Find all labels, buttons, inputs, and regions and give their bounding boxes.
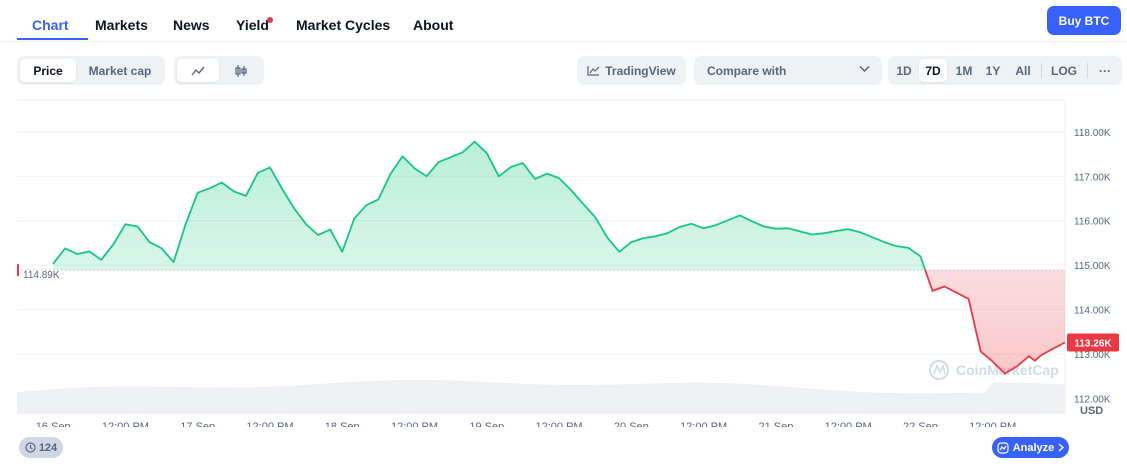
x-tick-label: 12:00 PM — [969, 421, 1016, 427]
ai-analyze-icon — [997, 441, 1009, 454]
coinmarketcap-logo-icon — [929, 360, 949, 380]
line-chart-icon — [191, 66, 205, 75]
clock-icon — [25, 442, 36, 453]
y-tick-label: 113.00K — [1074, 350, 1111, 361]
tradingview-button[interactable]: TradingView — [577, 56, 686, 85]
chevron-down-icon — [859, 65, 870, 73]
volume-area — [17, 379, 1065, 414]
baseline-label: 114.89K — [23, 270, 60, 281]
metric-toggle: Price Market cap — [17, 56, 165, 85]
analyze-button[interactable]: Analyze — [992, 437, 1069, 458]
tab-market-cycles[interactable]: Market Cycles — [296, 17, 391, 33]
history-badge[interactable]: 124 — [19, 437, 63, 458]
chevron-right-icon — [1058, 443, 1065, 452]
log-scale-button[interactable]: LOG — [1051, 63, 1077, 78]
x-tick-label: 12:00 PM — [246, 421, 293, 427]
tab-about[interactable]: About — [413, 17, 454, 33]
x-tick-label: 19 Sep — [469, 421, 504, 427]
x-tick-label: 12:00 PM — [825, 421, 872, 427]
coinmarketcap-logo-mark — [933, 363, 946, 375]
buy-btc-button[interactable]: Buy BTC — [1047, 6, 1121, 35]
value-labels: 114.89K 113.26K — [23, 270, 1119, 352]
analyze-label: Analyze — [1012, 441, 1055, 454]
compare-with-label: Compare with — [707, 64, 787, 78]
tradingview-chart-icon — [587, 66, 600, 76]
y-axis-labels: 112.00K 113.00K 114.00K 115.00K 116.00K 117.0… — [1074, 128, 1111, 417]
y-tick-label: 115.00K — [1074, 261, 1111, 272]
range-1y[interactable]: 1Y — [985, 63, 1001, 78]
compare-with-dropdown[interactable]: Compare with — [694, 56, 882, 85]
notification-dot — [267, 17, 273, 23]
price-line-up — [52, 140, 927, 271]
tab-news[interactable]: News — [173, 17, 210, 33]
y-tick-label: 117.00K — [1074, 172, 1111, 183]
price-line — [52, 140, 1066, 375]
y-tick-label: 116.00K — [1074, 217, 1111, 228]
tab-markets[interactable]: Markets — [95, 17, 148, 33]
price-chart: CoinMarketCap 112.00K113.00K114.00K115.0… — [17, 99, 1119, 427]
x-tick-label: 12:00 PM — [680, 421, 727, 427]
range-7d[interactable]: 7D — [919, 59, 947, 82]
price-tab[interactable]: Price — [20, 59, 76, 82]
history-count: 124 — [38, 441, 58, 454]
price-area-up — [53, 141, 926, 271]
market-cap-tab[interactable]: Market cap — [88, 63, 152, 78]
tab-chart[interactable]: Chart — [32, 17, 69, 33]
x-tick-label: 12:00 PM — [536, 421, 583, 427]
range-divider — [1041, 63, 1042, 78]
x-axis-labels: 16 Sep 12:00 PM 17 Sep 12:00 PM 18 Sep 12:00 … — [36, 421, 1017, 427]
current-price-tag — [1067, 333, 1119, 352]
current-price-label: 113.26K — [1074, 338, 1112, 349]
range-1d[interactable]: 1D — [896, 63, 912, 78]
y-tick-label: 118.00K — [1074, 128, 1111, 139]
x-tick-label: 20 Sep — [614, 421, 649, 427]
price-area-down — [53, 270, 1065, 374]
x-tick-label: 22 Sep — [903, 421, 938, 427]
more-options-button[interactable]: ··· — [1099, 63, 1111, 78]
x-tick-label: 18 Sep — [325, 421, 360, 427]
range-1m[interactable]: 1M — [955, 63, 973, 78]
y-tick-label: 112.00K — [1074, 394, 1111, 405]
range-divider — [1087, 63, 1088, 78]
y-tick-label: 114.00K — [1074, 306, 1111, 317]
chart-style-toggle — [174, 56, 264, 85]
top-nav: Chart Markets News Yield Market Cycles A… — [0, 0, 1127, 42]
range-all[interactable]: All — [1015, 63, 1031, 78]
time-range-selector: 1D 7D 1M 1Y All LOG ··· — [888, 56, 1122, 85]
candlestick-icon — [234, 64, 247, 77]
x-tick-label: 17 Sep — [180, 421, 215, 427]
tab-yield[interactable]: Yield — [236, 17, 269, 33]
price-area — [53, 141, 1065, 374]
volume-shape — [17, 379, 1065, 414]
tradingview-label: TradingView — [605, 63, 676, 78]
active-tab-indicator — [17, 38, 88, 40]
x-tick-label: 16 Sep — [36, 421, 71, 427]
x-tick-label: 12:00 PM — [102, 421, 149, 427]
currency-label: USD — [1080, 405, 1103, 417]
reference-line — [17, 264, 1065, 277]
line-chart-button[interactable] — [177, 59, 219, 82]
x-tick-label: 12:00 PM — [391, 421, 438, 427]
candlestick-button[interactable] — [220, 59, 261, 82]
x-tick-label: 21 Sep — [758, 421, 793, 427]
